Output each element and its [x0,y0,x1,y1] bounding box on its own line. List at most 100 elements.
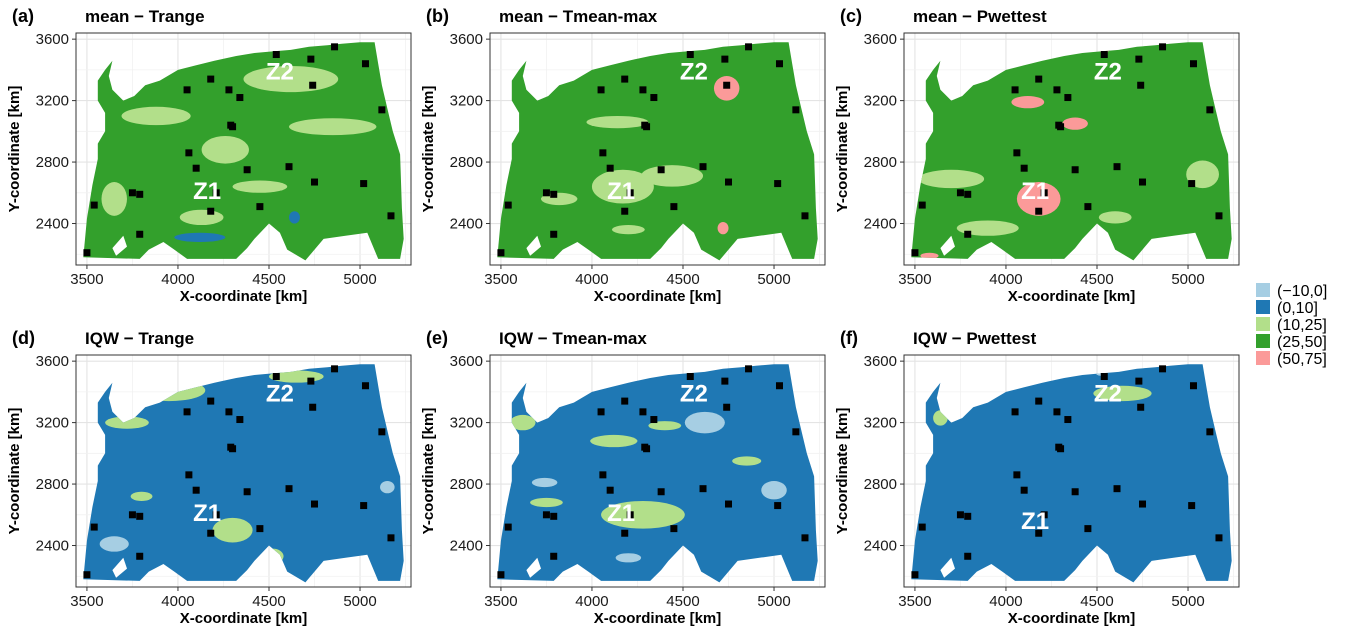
raster-patch [540,192,578,206]
raster-map [497,364,818,583]
station-marker [657,488,665,496]
y-tick-label: 3200 [864,415,897,432]
station-marker [1139,178,1147,186]
raster-patch [212,517,253,543]
raster-patch [201,135,249,164]
panel-border [489,354,826,588]
station-marker [597,408,605,416]
raster-hole [526,557,541,578]
panel-5: (e) IQW − Tmean-max Z2 Z1 3500 4000 4500 5000 24… [420,328,826,627]
station-marker [311,178,319,186]
y-tick-label: 2800 [36,154,69,171]
station-marker [1084,525,1092,533]
raster-patch [717,221,729,235]
x-axis-label: X-coordinate [km] [594,610,722,627]
station-marker [229,445,237,453]
raster-patch [380,480,395,494]
station-marker [497,571,505,579]
panel-title: IQW − Tmean-max [499,329,647,348]
y-axis-label: Y-coordinate [km] [6,86,23,213]
raster-hole [940,235,955,256]
station-marker [128,189,136,197]
station-marker [136,230,144,238]
raster-patch [761,480,787,500]
y-tick-label: 3600 [36,353,69,370]
station-marker [1057,445,1065,453]
station-marker [725,178,733,186]
station-marker [225,86,233,94]
station-marker [212,511,220,519]
raster-patch [732,456,762,466]
station-marker [774,502,782,510]
y-tick-label: 3600 [36,31,69,48]
station-marker [1113,485,1121,493]
station-marker [1113,163,1121,171]
station-marker [1011,408,1019,416]
station-marker [1020,486,1028,494]
station-marker [801,212,809,220]
station-marker [792,106,800,114]
station-marker [1020,164,1028,172]
raster-patch [130,491,153,501]
x-tick-label: 5000 [343,271,376,288]
station-marker [723,81,731,89]
zone-label: Z1 [193,178,221,205]
station-marker [285,485,293,493]
panel-tag: (a) [12,6,34,26]
y-tick-label: 2400 [36,216,69,233]
zone-label: Z1 [193,500,221,527]
station-marker [225,408,233,416]
station-marker [1071,166,1079,174]
panel-tag: (c) [840,6,862,26]
station-marker [378,106,386,114]
station-marker [801,534,809,542]
raster-patch [956,220,1019,236]
raster-patch [1011,95,1045,109]
station-marker [1139,500,1147,508]
x-tick-label: 5000 [1171,593,1204,610]
raster-patch [121,106,191,126]
y-tick-label: 3200 [36,415,69,432]
raster-patch [615,553,642,563]
station-marker [621,529,629,537]
station-marker [183,86,191,94]
station-marker [256,203,264,211]
station-marker [542,189,550,197]
zone-label: Z2 [1094,380,1122,407]
station-marker [550,190,558,198]
x-tick-label: 3500 [70,593,103,610]
legend-label: (50,75] [1277,351,1327,368]
x-tick-label: 5000 [757,271,790,288]
station-marker [670,525,678,533]
legend-label: (0,10] [1277,300,1318,317]
x-tick-label: 3500 [484,593,517,610]
panel-border [75,32,412,266]
raster-patch [641,165,704,187]
x-tick-label: 3500 [70,271,103,288]
station-marker [1040,511,1048,519]
station-marker [285,163,293,171]
station-marker [128,511,136,519]
station-marker [307,55,315,63]
station-marker [621,75,629,83]
raster-hole [112,235,127,256]
legend-swatch [1256,351,1270,365]
y-tick-label: 2800 [450,476,483,493]
raster-patch [591,169,654,204]
raster-patch [174,232,226,242]
station-marker [964,190,972,198]
raster-patch [289,118,377,136]
raster-patch [99,536,129,552]
station-marker [1189,60,1197,68]
panel-title: mean − Trange [85,7,205,26]
panel-tag: (b) [426,6,449,26]
station-marker [387,534,395,542]
y-tick-label: 2400 [36,538,69,555]
station-marker [1188,502,1196,510]
station-marker [229,123,237,131]
legend-swatch [1256,317,1270,331]
station-marker [650,416,658,424]
station-marker [1100,51,1108,59]
raster-hole [526,235,541,256]
station-marker [236,94,244,102]
